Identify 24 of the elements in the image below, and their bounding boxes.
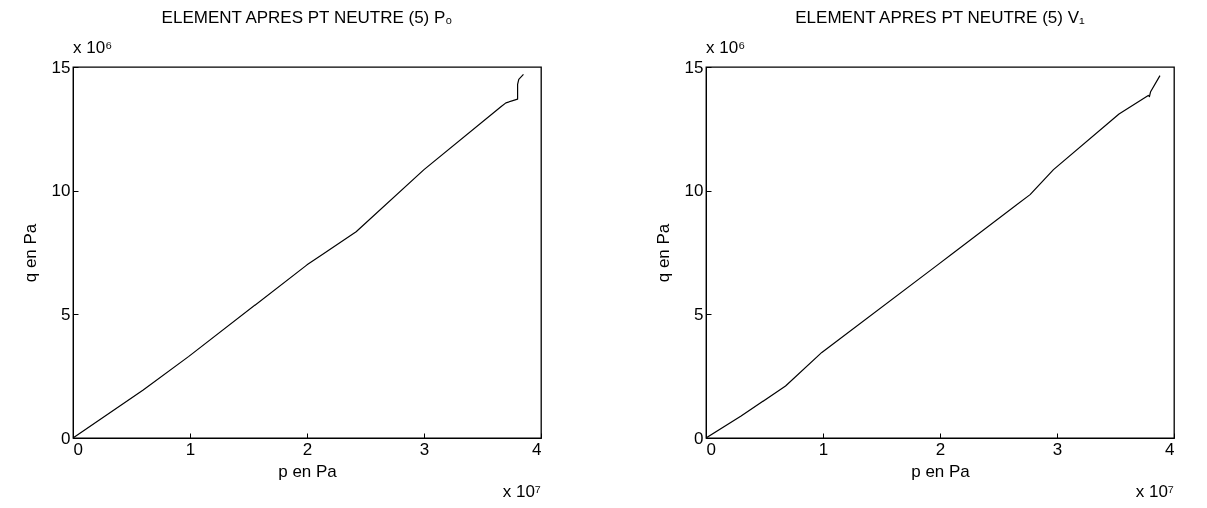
x-tick-label: 4 xyxy=(532,439,542,459)
x-axis-title: p en Pa xyxy=(278,461,338,481)
chart-title: ELEMENT APRES PT NEUTRE (5) P₀ xyxy=(161,8,453,27)
x-axis-title: p en Pa xyxy=(911,461,971,481)
y-tick-label: 5 xyxy=(694,304,704,324)
y-axis-title: q en Pa xyxy=(653,223,673,283)
x-tick-label: 3 xyxy=(1052,439,1063,459)
text: x 10⁶ xyxy=(706,38,746,57)
chart-title: ELEMENT APRES PT NEUTRE (5) V₁ xyxy=(795,8,1085,27)
y-tick-label: 5 xyxy=(61,304,71,324)
y-tick-label: 15 xyxy=(51,57,71,77)
y-tick-label: 10 xyxy=(684,181,704,201)
text: x 10⁷ xyxy=(1135,482,1174,501)
x-tick-label: 1 xyxy=(185,439,196,459)
y-axis-title: q en Pa xyxy=(20,223,40,283)
x-tick-label: 2 xyxy=(302,439,313,459)
x-tick-label: 2 xyxy=(935,439,946,459)
text: x 10⁷ xyxy=(502,482,541,501)
x-tick-label: 4 xyxy=(1165,439,1175,459)
y-tick-label: 15 xyxy=(684,57,704,77)
x-tick-label: 3 xyxy=(419,439,430,459)
x-tick-label: 1 xyxy=(818,439,829,459)
text: x 10⁶ xyxy=(73,38,113,57)
y-tick-label: 10 xyxy=(51,181,71,201)
